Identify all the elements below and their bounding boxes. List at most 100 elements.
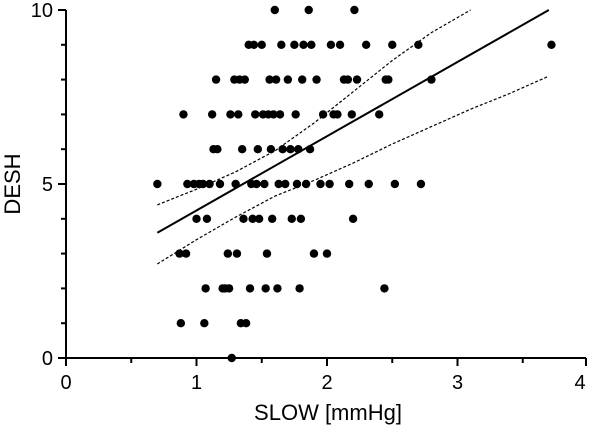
data-point bbox=[239, 214, 248, 223]
data-point bbox=[234, 110, 243, 119]
data-point bbox=[347, 110, 356, 119]
x-tick-label: 3 bbox=[452, 372, 463, 394]
data-point bbox=[245, 284, 255, 293]
confidence-interval-layer bbox=[156, 9, 550, 265]
data-point bbox=[253, 145, 263, 154]
x-tick-label: 4 bbox=[574, 372, 585, 394]
data-point bbox=[153, 179, 162, 189]
y-tick-label: 5 bbox=[42, 174, 53, 196]
data-point bbox=[207, 110, 217, 119]
data-point bbox=[226, 110, 235, 119]
data-point bbox=[215, 179, 225, 189]
data-point bbox=[181, 249, 191, 258]
regression-line bbox=[156, 9, 550, 234]
data-point bbox=[326, 40, 336, 49]
data-point bbox=[335, 40, 345, 49]
data-point bbox=[281, 179, 290, 189]
data-point bbox=[252, 179, 261, 189]
regression-line-layer bbox=[156, 9, 550, 234]
data-point bbox=[231, 179, 240, 189]
data-point bbox=[248, 214, 257, 223]
data-point bbox=[375, 110, 384, 119]
data-point bbox=[283, 75, 293, 84]
axes-layer bbox=[58, 9, 587, 366]
tick-labels-layer: 0 1 2 3 4 0 5 10 bbox=[31, 0, 586, 394]
data-point bbox=[278, 145, 287, 154]
data-point bbox=[416, 179, 426, 189]
data-point bbox=[294, 145, 303, 154]
data-point bbox=[380, 284, 389, 293]
data-point bbox=[361, 40, 371, 49]
data-point bbox=[307, 40, 316, 49]
data-point bbox=[388, 40, 397, 49]
data-point bbox=[175, 249, 184, 258]
data-point bbox=[344, 179, 354, 189]
data-point bbox=[262, 249, 272, 258]
data-point bbox=[211, 75, 221, 84]
data-point bbox=[198, 179, 208, 189]
data-point bbox=[318, 110, 328, 119]
data-point bbox=[322, 249, 332, 258]
data-point bbox=[292, 179, 302, 189]
data-point bbox=[390, 179, 400, 189]
data-point bbox=[261, 284, 270, 293]
data-point bbox=[290, 40, 299, 49]
y-axis-title: DESH bbox=[0, 153, 25, 214]
ci-upper-line bbox=[157, 9, 471, 206]
data-point bbox=[364, 179, 373, 189]
data-points-layer bbox=[153, 5, 556, 363]
data-point bbox=[266, 145, 276, 154]
data-point bbox=[192, 214, 201, 223]
data-point bbox=[241, 319, 251, 328]
data-point bbox=[240, 75, 249, 84]
data-point bbox=[176, 319, 186, 328]
data-point bbox=[350, 5, 359, 15]
data-point bbox=[291, 110, 300, 119]
data-point bbox=[273, 284, 282, 293]
data-point bbox=[275, 110, 285, 119]
data-point bbox=[352, 75, 362, 84]
data-point bbox=[251, 110, 260, 119]
data-point bbox=[254, 214, 264, 223]
data-point bbox=[270, 5, 279, 15]
data-point bbox=[348, 214, 358, 223]
data-point bbox=[304, 5, 313, 15]
data-point bbox=[427, 75, 436, 84]
data-point bbox=[325, 179, 334, 189]
data-point bbox=[414, 40, 423, 49]
data-point bbox=[200, 319, 209, 328]
data-point bbox=[213, 145, 222, 154]
y-tick-label: 10 bbox=[31, 0, 53, 22]
data-point bbox=[232, 249, 242, 258]
data-point bbox=[298, 75, 307, 84]
data-point bbox=[183, 179, 192, 189]
data-point bbox=[384, 75, 393, 84]
data-point bbox=[257, 40, 266, 49]
data-point bbox=[205, 179, 214, 189]
data-point bbox=[260, 179, 269, 189]
data-point bbox=[312, 75, 321, 84]
y-tick-label: 0 bbox=[42, 348, 53, 370]
data-point bbox=[267, 214, 277, 223]
data-point bbox=[201, 284, 210, 293]
data-point bbox=[296, 214, 306, 223]
data-point bbox=[179, 110, 188, 119]
data-point bbox=[305, 145, 315, 154]
x-tick-label: 0 bbox=[60, 372, 71, 394]
data-point bbox=[547, 40, 556, 49]
data-point bbox=[224, 284, 234, 293]
data-point bbox=[301, 179, 311, 189]
data-point bbox=[269, 110, 278, 119]
data-point bbox=[223, 249, 233, 258]
data-point bbox=[202, 214, 212, 223]
data-point bbox=[309, 249, 319, 258]
data-point bbox=[249, 40, 259, 49]
ci-lower-line bbox=[156, 75, 550, 265]
data-point bbox=[343, 75, 353, 84]
x-tick-label: 1 bbox=[191, 372, 202, 394]
data-point bbox=[333, 110, 342, 119]
x-axis-title: SLOW [mmHg] bbox=[254, 400, 402, 425]
x-tick-label: 2 bbox=[321, 372, 332, 394]
